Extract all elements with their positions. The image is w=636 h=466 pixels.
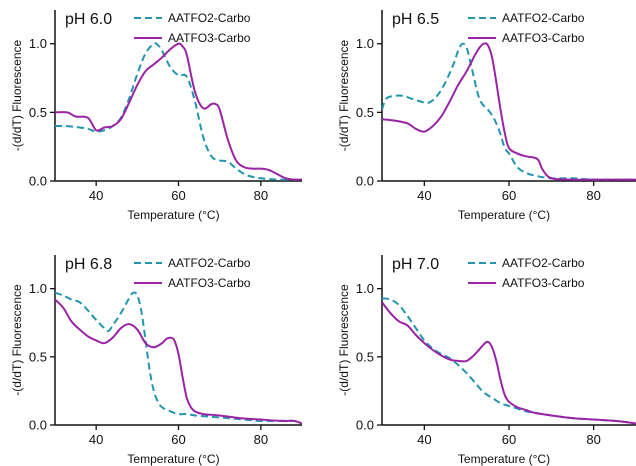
y-tick-label: 0.5: [29, 349, 47, 364]
panel-title: pH 6.0: [65, 11, 112, 28]
legend-label: AATFO3-Carbo: [502, 31, 585, 45]
x-tick-label: 40: [89, 188, 103, 203]
x-axis-title: Temperature (°C): [127, 452, 219, 466]
x-tick-label: 60: [502, 432, 516, 447]
panel-ph-6-8: 0.0 0.5 1.0 40 60 80 Temperature (°C) -(d/dT) F…: [10, 255, 302, 466]
series-aatfo2-carbo-line: [382, 297, 636, 425]
y-tick-label: 1.0: [356, 281, 374, 296]
x-tick-label: 60: [502, 188, 516, 203]
x-axis-title: Temperature (°C): [458, 208, 550, 222]
y-tick-label: 0.0: [29, 174, 47, 189]
x-tick-label: 40: [417, 188, 431, 203]
panel-title: pH 6.5: [392, 11, 439, 28]
series-aatfo3-carbo-line: [382, 42, 636, 181]
x-axis-title: Temperature (°C): [127, 208, 219, 222]
series-aatfo3-carbo-line: [55, 42, 302, 181]
series-aatfo2-carbo-line: [55, 291, 302, 425]
y-tick-label: 1.0: [29, 36, 47, 51]
legend-label: AATFO3-Carbo: [168, 276, 251, 290]
y-tick-label: 0.5: [356, 349, 374, 364]
series-aatfo3-carbo-line: [55, 298, 302, 425]
y-tick-label: 1.0: [29, 281, 47, 296]
y-axis-title: -(d/dT) Fluorescence: [337, 39, 351, 151]
y-tick-label: 0.5: [356, 105, 374, 120]
y-tick-label: 0.0: [29, 418, 47, 433]
x-tick-label: 60: [171, 432, 185, 447]
x-tick-label: 80: [586, 432, 600, 447]
y-axis-title: -(d/dT) Fluorescence: [10, 284, 24, 396]
x-axis-title: Temperature (°C): [458, 452, 550, 466]
y-axis-title: -(d/dT) Fluorescence: [337, 284, 351, 396]
legend-label: AATFO2-Carbo: [502, 11, 585, 25]
y-tick-label: 0.5: [29, 105, 47, 120]
y-tick-label: 1.0: [356, 36, 374, 51]
x-tick-label: 80: [254, 432, 268, 447]
legend-label: AATFO3-Carbo: [168, 31, 251, 45]
y-tick-label: 0.0: [356, 174, 374, 189]
panel-title: pH 7.0: [392, 256, 439, 273]
y-axis-title: -(d/dT) Fluorescence: [10, 39, 24, 151]
x-tick-label: 40: [417, 432, 431, 447]
x-tick-label: 60: [171, 188, 185, 203]
legend-label: AATFO2-Carbo: [502, 256, 585, 270]
x-tick-label: 80: [254, 188, 268, 203]
y-tick-label: 0.0: [356, 418, 374, 433]
series-aatfo2-carbo-line: [55, 42, 302, 181]
panel-ph-6-5: 0.0 0.5 1.0 40 60 80 Temperature (°C) -(d/dT) F…: [337, 10, 636, 222]
panel-ph-6-0: 0.0 0.5 1.0 40 60 80 Temperature (°C) -(d/dT) F…: [10, 10, 302, 222]
x-tick-label: 80: [586, 188, 600, 203]
series-aatfo2-carbo-line: [382, 42, 636, 181]
panel-title: pH 6.8: [65, 256, 112, 273]
panel-ph-7-0: 0.0 0.5 1.0 40 60 80 Temperature (°C) -(d/dT) F…: [337, 255, 636, 466]
legend-label: AATFO2-Carbo: [168, 11, 251, 25]
legend-label: AATFO2-Carbo: [168, 256, 251, 270]
legend-label: AATFO3-Carbo: [502, 276, 585, 290]
series-aatfo3-carbo-line: [382, 301, 636, 425]
x-tick-label: 40: [89, 432, 103, 447]
